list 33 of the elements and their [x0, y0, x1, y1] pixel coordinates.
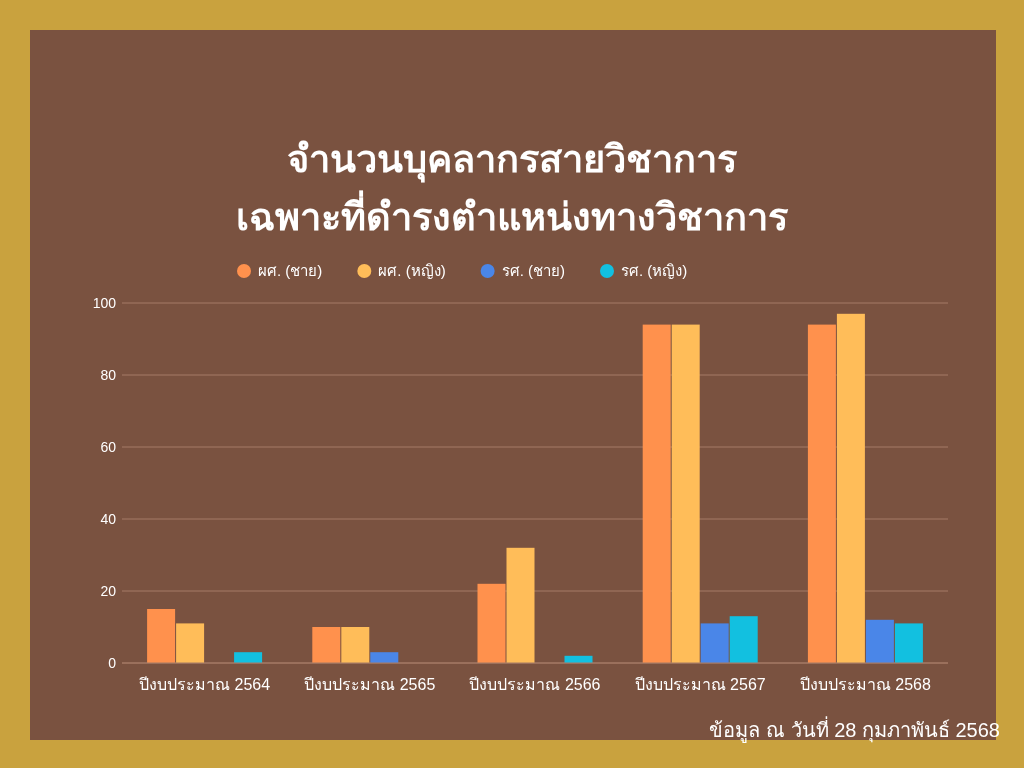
bar — [234, 652, 263, 663]
x-tick-label: ปีงบประมาณ 2566 — [469, 676, 601, 693]
bar — [312, 627, 341, 663]
bar — [370, 652, 399, 663]
x-tick-label: ปีงบประมาณ 2564 — [139, 676, 271, 693]
bar — [176, 623, 205, 663]
y-tick-label: 100 — [92, 295, 117, 311]
text: ข้อมูล ณ วันที่ 28 กุมภาพันธ์ 2568 — [709, 716, 1000, 743]
x-tick-label: ปีงบประมาณ 2567 — [634, 676, 766, 693]
bar — [836, 313, 865, 663]
y-tick-label: 40 — [100, 511, 117, 527]
bar — [642, 324, 671, 663]
x-tick-label: ปีงบประมาณ 2565 — [304, 676, 436, 693]
bar — [865, 619, 894, 663]
chart-title: จำนวนบุคลากรสายวิชาการ เฉพาะที่ดำรงตำแหน่งทางวิชาการ — [236, 138, 789, 238]
bar — [341, 627, 370, 663]
bar — [700, 623, 729, 663]
y-tick-label: 60 — [100, 439, 117, 455]
y-tick-label: 20 — [100, 583, 117, 599]
bar — [807, 324, 836, 663]
bar — [671, 324, 700, 663]
legend-label: รศ. (ชาย) — [501, 262, 565, 279]
y-tick-label: 80 — [100, 367, 117, 383]
legend-label: รศ. (หญิง) — [620, 262, 688, 279]
bar — [147, 609, 176, 663]
x-tick-label: ปีงบประมาณ 2568 — [799, 676, 932, 693]
y-tick-label: 0 — [108, 655, 117, 671]
bar — [729, 616, 758, 663]
legend-label: ผศ. (ชาย) — [258, 262, 323, 279]
bar — [477, 583, 506, 663]
legend-label: ผศ. (หญิง) — [378, 262, 446, 279]
bar — [506, 547, 535, 663]
bar — [894, 623, 923, 663]
